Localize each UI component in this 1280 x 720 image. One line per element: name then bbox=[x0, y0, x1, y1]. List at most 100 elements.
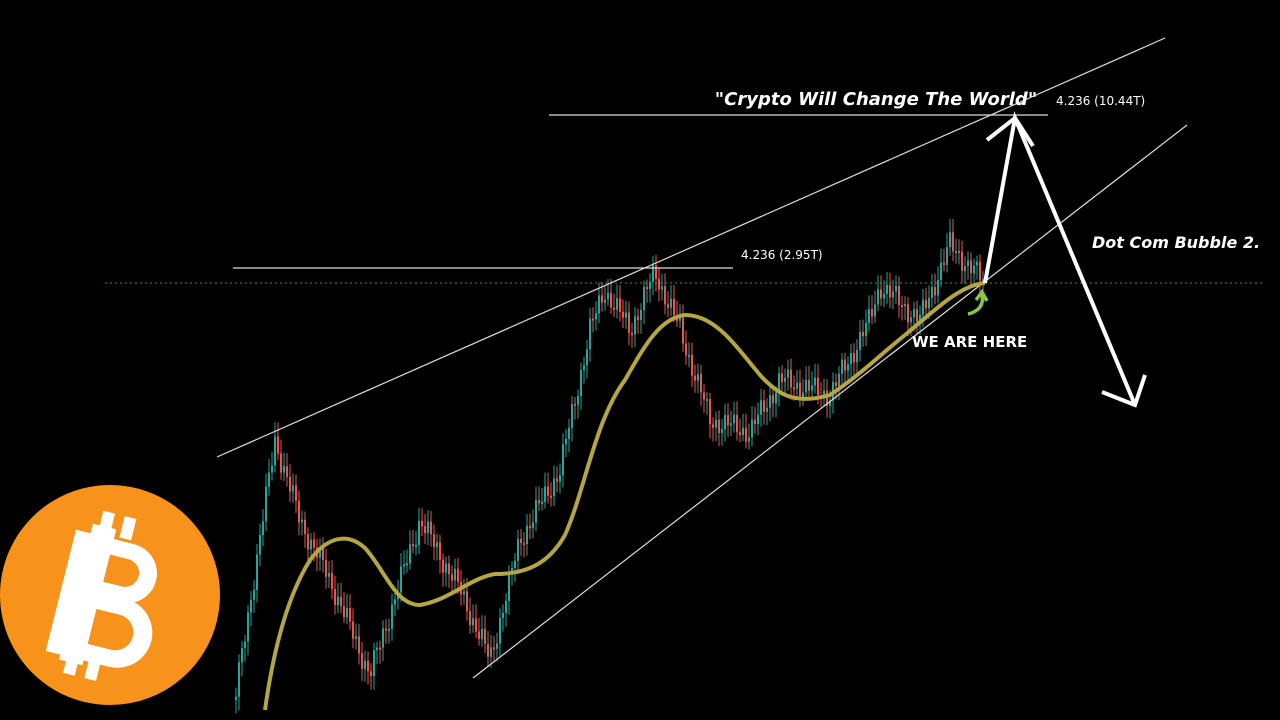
candle-body bbox=[514, 560, 516, 569]
candle-body bbox=[301, 519, 303, 523]
candles bbox=[235, 218, 984, 714]
candle-body bbox=[979, 261, 981, 281]
candle-body bbox=[454, 568, 456, 581]
candle-body bbox=[607, 292, 609, 300]
candle-body bbox=[793, 387, 795, 390]
marker-arrow bbox=[967, 288, 989, 316]
candle-body bbox=[448, 563, 450, 575]
candle-body bbox=[961, 251, 963, 272]
candle-body bbox=[874, 304, 876, 317]
candle-body bbox=[811, 385, 813, 391]
candle-body bbox=[616, 298, 618, 310]
candle-body bbox=[781, 373, 783, 382]
logo-part bbox=[61, 529, 157, 604]
candle-body bbox=[238, 662, 240, 697]
candle-body bbox=[502, 613, 504, 619]
candle-body bbox=[310, 539, 312, 550]
candle-body bbox=[478, 631, 480, 640]
candle-body bbox=[382, 628, 384, 648]
candle-body bbox=[364, 660, 366, 670]
candle-body bbox=[298, 500, 300, 523]
candle-body bbox=[625, 312, 627, 318]
candle-body bbox=[505, 600, 507, 614]
candle-body bbox=[409, 544, 411, 564]
candle-body bbox=[829, 400, 831, 407]
candle-body bbox=[727, 415, 729, 426]
candle-body bbox=[490, 647, 492, 657]
candle-body bbox=[889, 285, 891, 298]
candle-body bbox=[787, 369, 789, 378]
candle-body bbox=[871, 308, 873, 317]
candle-body bbox=[313, 539, 315, 548]
candle-body bbox=[847, 364, 849, 371]
candle-body bbox=[682, 318, 684, 344]
candle-body bbox=[268, 472, 270, 487]
candle-body bbox=[646, 286, 648, 289]
candle-body bbox=[553, 478, 555, 497]
candle-body bbox=[280, 453, 282, 473]
candle-body bbox=[892, 291, 894, 298]
candle-body bbox=[853, 353, 855, 363]
candle-body bbox=[844, 359, 846, 371]
candle-body bbox=[769, 395, 771, 408]
candle-body bbox=[928, 297, 930, 309]
candle-body bbox=[517, 538, 519, 561]
candle-body bbox=[634, 316, 636, 335]
candle-body bbox=[877, 289, 879, 305]
candle-body bbox=[415, 544, 417, 547]
candle-body bbox=[910, 317, 912, 323]
candle-body bbox=[823, 390, 825, 396]
candle-body bbox=[334, 589, 336, 606]
candle-body bbox=[691, 354, 693, 376]
candle-body bbox=[784, 377, 786, 382]
forecast-label: Dot Com Bubble 2. bbox=[1092, 233, 1260, 252]
candle-body bbox=[604, 299, 606, 303]
candle-body bbox=[256, 554, 258, 590]
candle-body bbox=[949, 232, 951, 248]
candle-body bbox=[274, 436, 276, 466]
candle-body bbox=[529, 525, 531, 529]
candle-body bbox=[715, 419, 717, 428]
candle-body bbox=[373, 650, 375, 676]
candle-body bbox=[361, 653, 363, 670]
candle-body bbox=[493, 647, 495, 650]
candle-body bbox=[433, 534, 435, 548]
fib-label: 4.236 (2.95T) bbox=[741, 248, 823, 262]
candle-body bbox=[424, 526, 426, 534]
candle-body bbox=[967, 260, 969, 267]
candle-body bbox=[523, 543, 525, 546]
candle-body bbox=[412, 544, 414, 547]
candle-body bbox=[655, 265, 657, 279]
candle-body bbox=[376, 647, 378, 651]
candle-body bbox=[544, 486, 546, 502]
candle-body bbox=[751, 419, 753, 438]
candle-body bbox=[973, 265, 975, 274]
candle-body bbox=[664, 286, 666, 305]
candle-body bbox=[904, 304, 906, 307]
candle-body bbox=[445, 563, 447, 573]
candle-body bbox=[763, 400, 765, 412]
arrow-head bbox=[1101, 374, 1147, 408]
candle-body bbox=[400, 566, 402, 593]
candle-body bbox=[913, 309, 915, 318]
candle-body bbox=[292, 485, 294, 492]
candle-body bbox=[685, 343, 687, 356]
candle-body bbox=[481, 629, 483, 640]
logo-part bbox=[84, 656, 102, 682]
candle-body bbox=[457, 568, 459, 582]
candle-body bbox=[463, 591, 465, 595]
candle-body bbox=[955, 250, 957, 253]
candle-body bbox=[601, 295, 603, 303]
candle-body bbox=[499, 618, 501, 644]
candle-body bbox=[733, 414, 735, 424]
candle-body bbox=[709, 398, 711, 425]
candle-body bbox=[577, 395, 579, 405]
candle-body bbox=[304, 519, 306, 535]
candle-body bbox=[418, 520, 420, 545]
candle-body bbox=[922, 299, 924, 315]
fib-label: 4.236 (10.44T) bbox=[1056, 94, 1145, 108]
candle-body bbox=[295, 485, 297, 501]
candle-body bbox=[748, 437, 750, 442]
candle-body bbox=[583, 365, 585, 371]
